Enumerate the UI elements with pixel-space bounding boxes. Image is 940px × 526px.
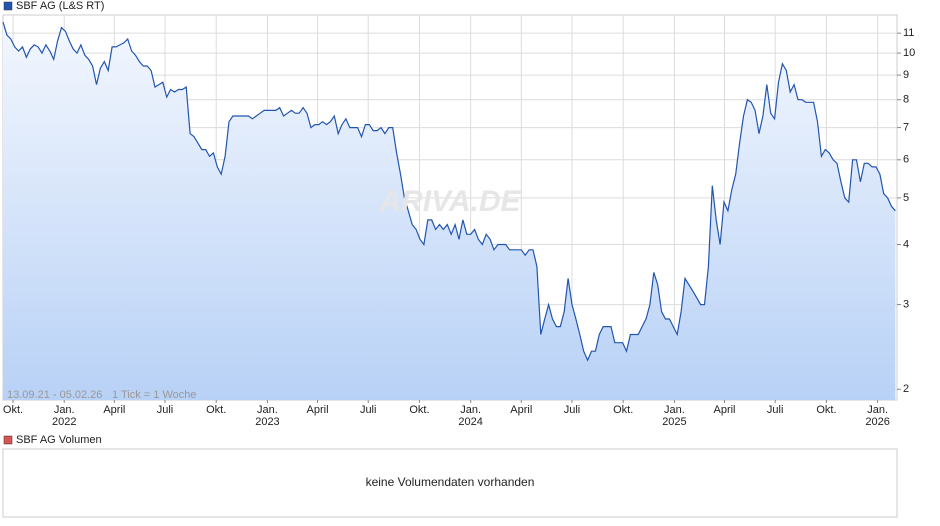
x-tick-label: April bbox=[714, 404, 736, 416]
x-tick-label: Okt. bbox=[206, 404, 226, 416]
x-year-label: 2024 bbox=[458, 416, 482, 428]
y-tick-label: 9 bbox=[903, 69, 909, 81]
x-tick-label: Jan. bbox=[460, 404, 481, 416]
y-tick-label: 8 bbox=[903, 94, 909, 106]
x-tick-label: Juli bbox=[157, 404, 174, 416]
y-tick-label: 5 bbox=[903, 192, 909, 204]
x-tick-label: April bbox=[103, 404, 125, 416]
x-tick-label: Okt. bbox=[816, 404, 836, 416]
line bbox=[2, 21, 896, 362]
x-tick-label: Okt. bbox=[3, 404, 23, 416]
x-tick-label: Juli bbox=[360, 404, 377, 416]
watermark: ARIVA.DE bbox=[378, 185, 521, 218]
legend-label: SBF AG (L&S RT) bbox=[16, 0, 104, 12]
x-year-label: 2025 bbox=[662, 416, 686, 428]
y-tick-label: 4 bbox=[903, 238, 909, 250]
x-tick-label: Juli bbox=[564, 404, 581, 416]
x-year-label: 2023 bbox=[255, 416, 279, 428]
volume-message: keine Volumendaten vorhanden bbox=[366, 475, 535, 489]
legend-swatch bbox=[3, 435, 13, 445]
x-tick-label: Juli bbox=[767, 404, 784, 416]
area bbox=[3, 22, 896, 400]
y-tick-label: 7 bbox=[903, 121, 909, 133]
x-tick-label: Okt. bbox=[409, 404, 429, 416]
tick-label: 1 Tick = 1 Woche bbox=[112, 389, 196, 401]
legend-swatch bbox=[3, 1, 13, 11]
x-tick-label: Jan. bbox=[867, 404, 888, 416]
x-tick-label: Okt. bbox=[613, 404, 633, 416]
y-tick-label: 6 bbox=[903, 154, 909, 166]
y-tick-label: 10 bbox=[903, 47, 915, 59]
x-year-label: 2026 bbox=[865, 416, 889, 428]
volume-frame bbox=[2, 448, 898, 518]
x-tick-label: Jan. bbox=[54, 404, 75, 416]
x-tick-label: Jan. bbox=[257, 404, 278, 416]
y-tick-label: 11 bbox=[903, 27, 914, 39]
x-year-label: 2022 bbox=[52, 416, 76, 428]
range-label: 13.09.21 - 05.02.26 bbox=[7, 389, 102, 401]
x-tick-label: Jan. bbox=[664, 404, 685, 416]
x-tick-label: April bbox=[510, 404, 532, 416]
y-tick-label: 2 bbox=[903, 383, 909, 395]
volume-title: SBF AG Volumen bbox=[16, 434, 102, 446]
y-tick-label: 3 bbox=[903, 298, 909, 310]
x-tick-label: April bbox=[307, 404, 329, 416]
plot-area bbox=[2, 21, 896, 400]
